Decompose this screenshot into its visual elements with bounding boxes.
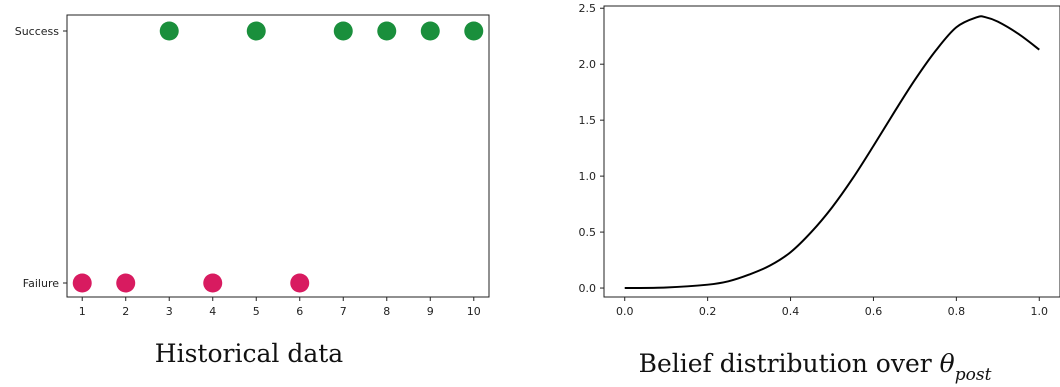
right-y-tick-label: 2.0 [579, 58, 597, 71]
left-x-tick-label: 7 [340, 305, 347, 318]
right-y-tick-label: 0.0 [579, 282, 597, 295]
success-point [420, 21, 440, 41]
right-x-tick-label: 0.8 [948, 305, 966, 318]
failure-point [116, 273, 136, 293]
right-x-tick-label: 0.2 [699, 305, 717, 318]
left-x-axis: 1 2 3 4 5 6 7 8 9 10 [79, 297, 481, 318]
right-x-tick-label: 0.0 [616, 305, 634, 318]
success-point [246, 21, 266, 41]
left-plot-frame [66, 14, 490, 298]
right-x-tick-label: 0.6 [865, 305, 883, 318]
success-point [464, 21, 484, 41]
left-x-tick-label: 5 [253, 305, 260, 318]
historical-data-chart: Failure Success 1 2 3 4 5 6 7 8 9 10 Historical da… [15, 14, 490, 368]
right-x-tick-label: 1.0 [1031, 305, 1049, 318]
left-x-tick-label: 8 [383, 305, 390, 318]
right-y-axis: 0.0 0.5 1.0 1.5 2.0 2.5 [579, 2, 604, 295]
right-x-axis: 0.0 0.2 0.4 0.6 0.8 1.0 [616, 297, 1048, 318]
left-x-tick-label: 9 [427, 305, 434, 318]
belief-curve [624, 15, 1040, 290]
left-x-tick-label: 1 [79, 305, 86, 318]
left-points [72, 21, 484, 293]
right-plot-frame [603, 5, 1060, 298]
left-x-tick-label: 2 [122, 305, 129, 318]
failure-point [72, 273, 92, 293]
right-y-tick-label: 0.5 [579, 226, 597, 239]
right-chart-caption: Belief distribution over θpost [639, 349, 992, 385]
success-point [377, 21, 397, 41]
success-point [333, 21, 353, 41]
left-chart-caption: Historical data [155, 339, 343, 368]
right-y-tick-label: 1.0 [579, 170, 597, 183]
left-y-axis: Failure Success [15, 25, 67, 290]
left-y-tick-label: Success [15, 25, 60, 38]
right-y-tick-label: 2.5 [579, 2, 597, 15]
left-y-tick-label: Failure [23, 277, 59, 290]
failure-point [290, 273, 310, 293]
failure-point [203, 273, 223, 293]
left-x-tick-label: 4 [209, 305, 216, 318]
right-y-tick-label: 1.5 [579, 114, 597, 127]
left-x-tick-label: 6 [296, 305, 303, 318]
belief-distribution-chart: 0.0 0.5 1.0 1.5 2.0 2.5 0.0 0.2 0.4 0.6 0.8 1.0 Be… [579, 2, 1060, 385]
right-x-tick-label: 0.4 [782, 305, 800, 318]
left-x-tick-label: 3 [166, 305, 173, 318]
success-point [159, 21, 179, 41]
left-x-tick-label: 10 [467, 305, 481, 318]
